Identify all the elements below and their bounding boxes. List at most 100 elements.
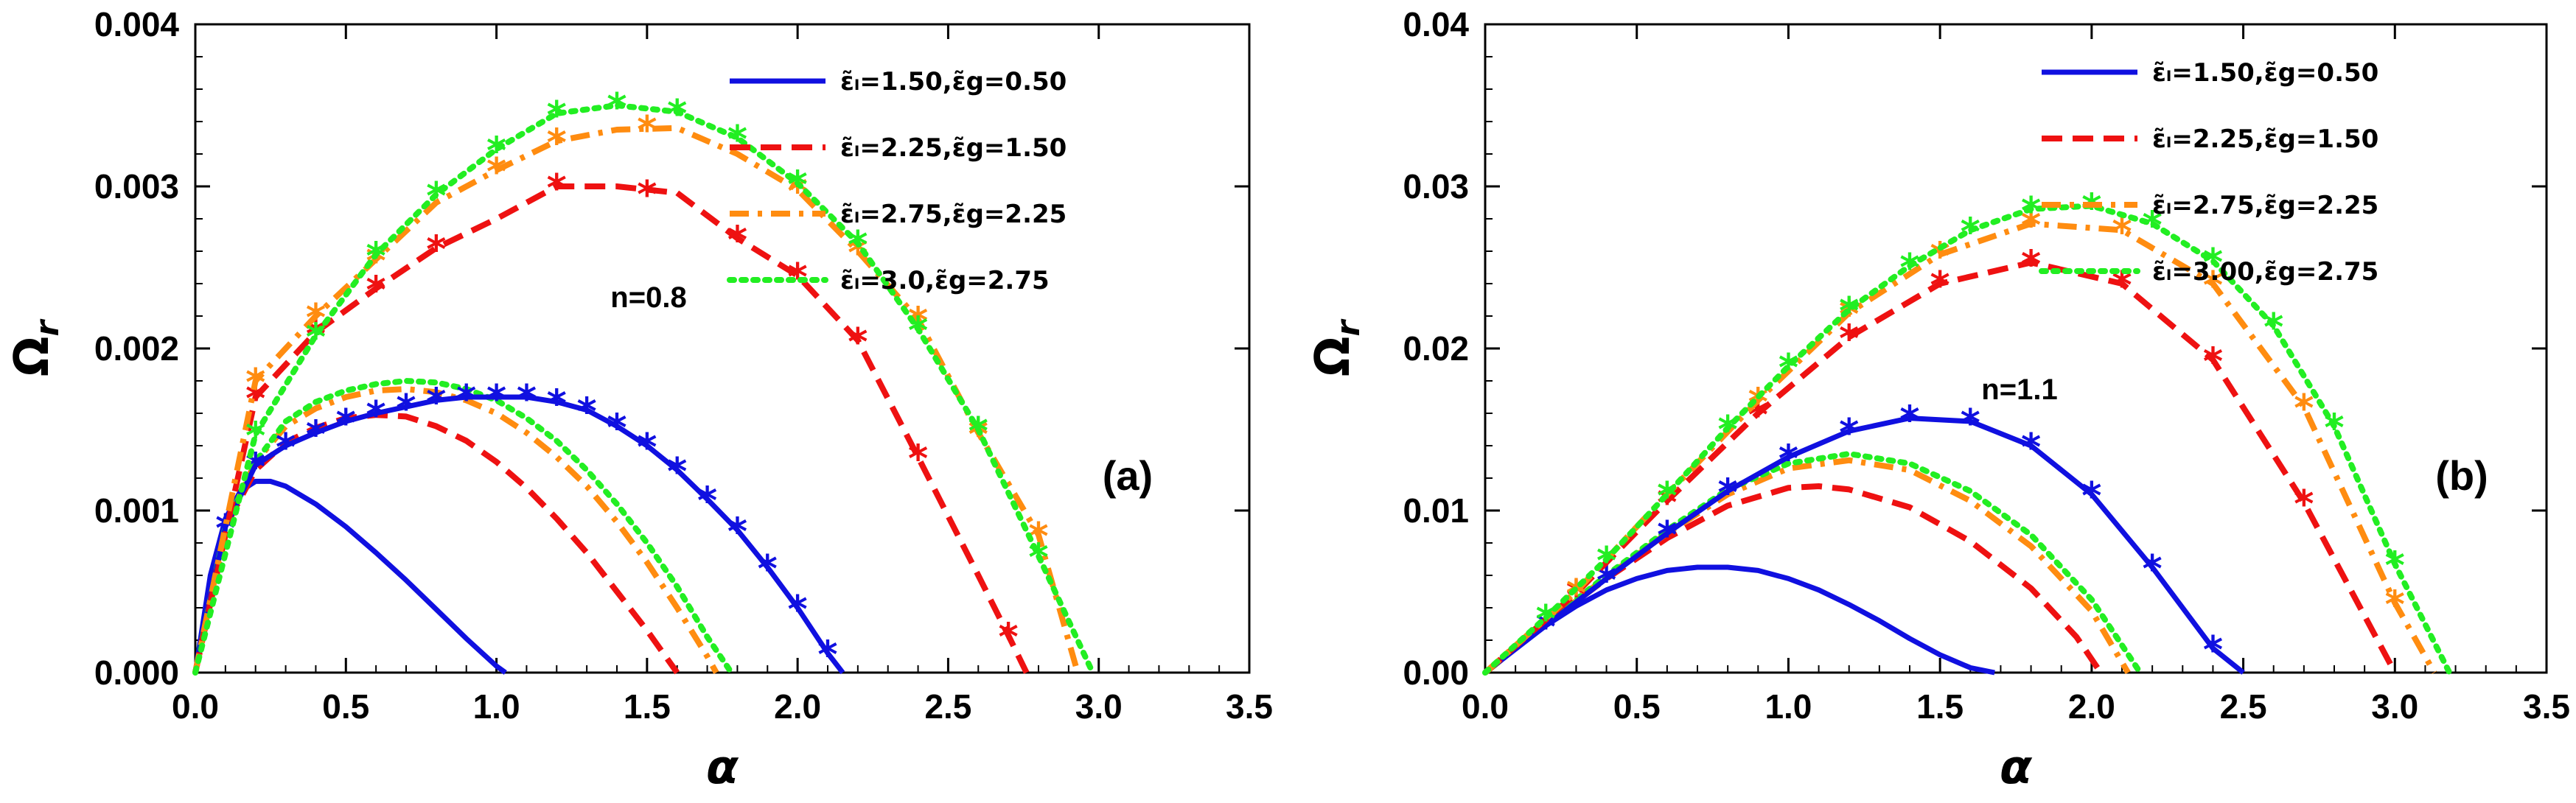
series-line-red-star [1483,259,2398,676]
data-point-marker: * [426,175,446,219]
data-point-marker: * [2143,204,2163,248]
data-point-marker: * [547,382,567,427]
data-point-marker: * [1596,539,1616,583]
data-point-marker: * [1899,399,1919,443]
data-point-marker: * [908,437,928,481]
y-tick-label: 0.03 [1403,167,1469,206]
data-point-marker: * [2021,189,2041,234]
x-tick-label: 2.0 [2068,687,2115,726]
data-point-marker: * [667,92,687,136]
data-point-marker: * [968,410,988,454]
x-tick-label: 2.0 [774,687,821,726]
data-point-marker: * [456,377,476,421]
data-point-marker: * [727,510,747,554]
legend-label: ε̃ₗ=3.00,ε̃g=2.75 [2152,257,2378,287]
data-point-marker: * [426,228,446,273]
series-line-orange-plain [1483,457,2131,676]
data-point-marker: * [697,480,717,524]
data-point-marker: * [848,223,868,267]
data-point-marker: * [908,309,928,354]
x-tick-label: 2.5 [924,687,971,726]
y-axis-label: Ωr [1306,319,1367,376]
series-line-blue-star [192,394,845,675]
data-point-marker: * [1961,210,1980,254]
data-point-marker: * [1657,474,1677,519]
y-tick-label: 0.002 [94,329,179,368]
data-point-marker: * [637,426,657,470]
data-point-marker: * [758,547,778,592]
data-point-marker: * [1839,411,1859,455]
data-point-marker: * [1930,264,1950,308]
y-tick-label: 0.001 [94,491,179,530]
data-point-marker: * [788,588,808,632]
data-point-marker: * [1779,437,1798,481]
legend-label: ε̃ₗ=2.25,ε̃g=1.50 [840,133,1067,163]
plot-frame [194,23,1251,674]
y-tick-label: 0.02 [1403,329,1469,368]
series-line-blue-plain [1483,564,1995,676]
data-point-marker: * [2324,407,2344,451]
x-tick-label: 1.5 [624,687,671,726]
data-point-marker: * [276,426,296,470]
data-point-marker: * [2385,544,2405,589]
data-point-marker: * [667,450,687,494]
y-tick-label: 0.00 [1403,653,1469,692]
data-point-marker: * [245,361,265,405]
data-point-marker: * [637,173,657,217]
x-tick-label: 3.5 [1226,687,1273,726]
y-axis-label: Ωr [5,319,66,376]
data-point-marker: * [517,377,537,421]
x-tick-label: 2.5 [2220,687,2267,726]
x-axis-label: α [706,740,739,795]
series-line-red-star [192,183,1030,674]
data-point-marker: * [2021,426,2041,470]
legend-label: ε̃ₗ=3.0,ε̃g=2.75 [840,266,1050,295]
data-point-marker: * [366,269,386,313]
data-point-marker: * [336,402,356,446]
panel-label: (b) [2435,452,2488,499]
legend-label: ε̃ₗ=2.25,ε̃g=1.50 [2152,125,2378,154]
data-point-marker: * [306,315,326,360]
data-point-marker: * [547,166,567,211]
data-point-marker: * [426,380,446,424]
data-point-marker: * [396,387,416,431]
series-line-orange-plain [192,386,719,674]
data-point-marker: * [2263,306,2283,350]
data-point-marker: * [788,164,808,208]
series-line-green-plain [192,378,735,676]
data-point-marker: * [607,407,626,451]
data-point-marker: * [817,634,837,678]
series-line-red-plain [1483,483,2104,676]
data-point-marker: * [2385,583,2405,627]
data-point-marker: * [1839,290,1859,334]
data-point-marker: * [1899,246,1919,290]
data-point-marker: * [2143,547,2163,592]
x-tick-label: 0.0 [1462,687,1509,726]
series-line-green-star [1482,203,2453,676]
data-point-marker: * [366,234,386,278]
series-line-red-plain [192,412,680,675]
data-point-marker: * [577,390,597,435]
series-line-green-star [192,102,1096,676]
data-point-marker: * [1839,318,1859,362]
x-tick-label: 1.0 [473,687,520,726]
y-tick-label: 0.01 [1403,491,1469,530]
data-point-marker: * [486,377,506,421]
data-point-marker: * [2294,387,2314,431]
data-point-marker: * [727,118,747,162]
y-tick-label: 0.003 [94,167,179,206]
x-tick-label: 1.5 [1916,687,1964,726]
data-point-marker: * [2081,186,2101,230]
data-point-marker: * [1718,408,1738,452]
x-tick-label: 3.0 [1075,687,1123,726]
x-tick-label: 3.5 [2523,687,2570,726]
data-point-marker: * [1028,536,1048,581]
data-point-marker: * [306,413,326,457]
data-point-marker: * [727,218,747,262]
data-point-marker: * [1930,234,1950,278]
x-tick-label: 0.5 [322,687,369,726]
data-point-marker: * [2203,628,2223,673]
series-line-orange-star [1483,220,2437,675]
data-point-marker: * [366,393,386,438]
